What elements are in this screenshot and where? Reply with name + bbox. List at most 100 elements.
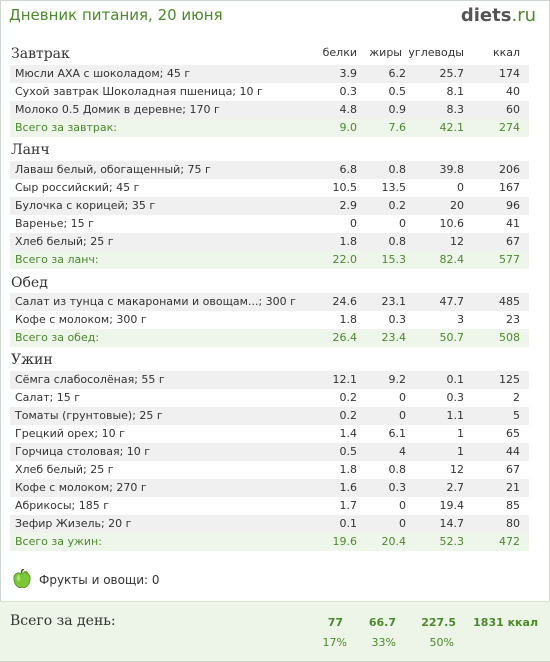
carbs-value: 1.1 bbox=[446, 409, 465, 422]
carbs-value: 19.4 bbox=[439, 499, 465, 512]
food-name[interactable]: Грецкий орех; 10 г bbox=[15, 427, 125, 440]
kcal-value: 485 bbox=[499, 295, 520, 308]
kcal-value: 2 bbox=[513, 391, 520, 404]
col-carbs: углеводы bbox=[408, 46, 464, 59]
fat-value: 0.8 bbox=[388, 163, 407, 176]
food-name[interactable]: Зефир Жизель; 20 г bbox=[15, 517, 132, 530]
fat-value: 0 bbox=[399, 409, 406, 422]
food-name[interactable]: Варенье; 15 г bbox=[15, 217, 94, 230]
table-row: Салат из тунца с макаронами и овощам...;… bbox=[10, 293, 529, 311]
total-label: Всего за ужин: bbox=[15, 535, 102, 548]
carbs-total: 50.7 bbox=[439, 331, 465, 344]
protein-value: 12.1 bbox=[332, 373, 358, 386]
table-row: Кофе с молоком; 300 г 1.8 0.3 3 23 bbox=[10, 311, 529, 329]
protein-value: 1.4 bbox=[339, 427, 358, 440]
day-fat-pct: 33% bbox=[371, 636, 396, 649]
day-total-panel: Всего за день: 77 66.7 227.5 1831 ккал 1… bbox=[0, 601, 550, 661]
protein-value: 0.3 bbox=[339, 85, 358, 98]
fat-value: 0.3 bbox=[388, 481, 407, 494]
logo-main: diets bbox=[460, 5, 512, 26]
food-name[interactable]: Салат; 15 г bbox=[15, 391, 81, 404]
day-fat: 66.7 bbox=[368, 616, 396, 629]
table-row: Молоко 0.5 Домик в деревне; 170 г 4.8 0.… bbox=[10, 101, 529, 119]
fat-total: 23.4 bbox=[381, 331, 407, 344]
fruits-label: Фрукты и овощи: 0 bbox=[39, 573, 160, 587]
protein-value: 1.6 bbox=[339, 481, 358, 494]
food-name[interactable]: Мюсли АХА с шоколадом; 45 г bbox=[15, 67, 191, 80]
food-name[interactable]: Томаты (грунтовые); 25 г bbox=[15, 409, 163, 422]
food-name[interactable]: Сёмга слабосолёная; 55 г bbox=[15, 373, 165, 386]
apple-icon bbox=[13, 569, 31, 588]
carbs-value: 8.3 bbox=[446, 103, 465, 116]
protein-value: 4.8 bbox=[339, 103, 358, 116]
carbs-value: 12 bbox=[450, 235, 464, 248]
protein-value: 0.1 bbox=[339, 517, 358, 530]
day-protein: 77 bbox=[327, 616, 343, 629]
fat-value: 0 bbox=[399, 217, 406, 230]
kcal-value: 80 bbox=[506, 517, 520, 530]
day-carbs: 227.5 bbox=[421, 616, 456, 629]
table-row: Мюсли АХА с шоколадом; 45 г 3.9 6.2 25.7… bbox=[10, 65, 529, 83]
kcal-value: 167 bbox=[499, 181, 520, 194]
kcal-value: 60 bbox=[506, 103, 520, 116]
kcal-value: 206 bbox=[499, 163, 520, 176]
food-name[interactable]: Кофе с молоком; 300 г bbox=[15, 313, 147, 326]
kcal-value: 67 bbox=[506, 463, 520, 476]
carbs-value: 25.7 bbox=[439, 67, 465, 80]
protein-value: 1.7 bbox=[339, 499, 358, 512]
fat-value: 0.5 bbox=[388, 85, 407, 98]
kcal-value: 21 bbox=[506, 481, 520, 494]
fat-value: 0.8 bbox=[388, 463, 407, 476]
food-name[interactable]: Лаваш белый, обогащенный; 75 г bbox=[15, 163, 211, 176]
table-row: Сухой завтрак Шоколадная пшеница; 10 г 0… bbox=[10, 83, 529, 101]
food-name[interactable]: Булочка с корицей; 35 г bbox=[15, 199, 156, 212]
day-kcal: 1831 ккал bbox=[473, 616, 538, 629]
fat-value: 0 bbox=[399, 499, 406, 512]
food-name[interactable]: Хлеб белый; 25 г bbox=[15, 235, 114, 248]
carbs-value: 47.7 bbox=[439, 295, 465, 308]
protein-value: 2.9 bbox=[339, 199, 358, 212]
kcal-total: 508 bbox=[499, 331, 520, 344]
kcal-value: 125 bbox=[499, 373, 520, 386]
table-row: Хлеб белый; 25 г 1.8 0.8 12 67 bbox=[10, 461, 529, 479]
kcal-value: 174 bbox=[499, 67, 520, 80]
carbs-value: 2.7 bbox=[446, 481, 465, 494]
carbs-total: 42.1 bbox=[439, 121, 465, 134]
kcal-value: 67 bbox=[506, 235, 520, 248]
carbs-total: 52.3 bbox=[439, 535, 465, 548]
kcal-value: 41 bbox=[506, 217, 520, 230]
protein-total: 26.4 bbox=[332, 331, 358, 344]
food-name[interactable]: Салат из тунца с макаронами и овощам...;… bbox=[15, 295, 296, 308]
fat-value: 6.2 bbox=[388, 67, 407, 80]
site-logo[interactable]: diets.ru bbox=[461, 5, 536, 26]
fat-value: 0.8 bbox=[388, 235, 407, 248]
table-row: Грецкий орех; 10 г 1.4 6.1 1 65 bbox=[10, 425, 529, 443]
table-row: Абрикосы; 185 г 1.7 0 19.4 85 bbox=[10, 497, 529, 515]
page-title: Дневник питания, 20 июня bbox=[9, 6, 223, 24]
food-name[interactable]: Молоко 0.5 Домик в деревне; 170 г bbox=[15, 103, 220, 116]
kcal-value: 96 bbox=[506, 199, 520, 212]
food-name[interactable]: Абрикосы; 185 г bbox=[15, 499, 110, 512]
food-name[interactable]: Сухой завтрак Шоколадная пшеница; 10 г bbox=[15, 85, 263, 98]
day-protein-pct: 17% bbox=[322, 636, 347, 649]
col-protein: белки bbox=[322, 46, 357, 59]
total-label: Всего за завтрак: bbox=[15, 121, 118, 134]
protein-value: 3.9 bbox=[339, 67, 358, 80]
food-name[interactable]: Горчица столовая; 10 г bbox=[15, 445, 151, 458]
table-row: Кофе с молоком; 270 г 1.6 0.3 2.7 21 bbox=[10, 479, 529, 497]
fat-value: 0.2 bbox=[388, 199, 407, 212]
protein-value: 1.8 bbox=[339, 235, 358, 248]
col-kcal: ккал bbox=[492, 46, 520, 59]
meal-title: Ланч bbox=[11, 142, 50, 158]
meal-total-row: Всего за обед: 26.4 23.4 50.7 508 bbox=[10, 329, 529, 347]
food-name[interactable]: Кофе с молоком; 270 г bbox=[15, 481, 147, 494]
fat-total: 20.4 bbox=[381, 535, 407, 548]
table-row: Хлеб белый; 25 г 1.8 0.8 12 67 bbox=[10, 233, 529, 251]
table-row: Горчица столовая; 10 г 0.5 4 1 44 bbox=[10, 443, 529, 461]
protein-value: 6.8 bbox=[339, 163, 358, 176]
fat-value: 0 bbox=[399, 391, 406, 404]
food-name[interactable]: Сыр российский; 45 г bbox=[15, 181, 140, 194]
food-name[interactable]: Хлеб белый; 25 г bbox=[15, 463, 114, 476]
logo-suffix: .ru bbox=[511, 5, 536, 26]
kcal-total: 472 bbox=[499, 535, 520, 548]
